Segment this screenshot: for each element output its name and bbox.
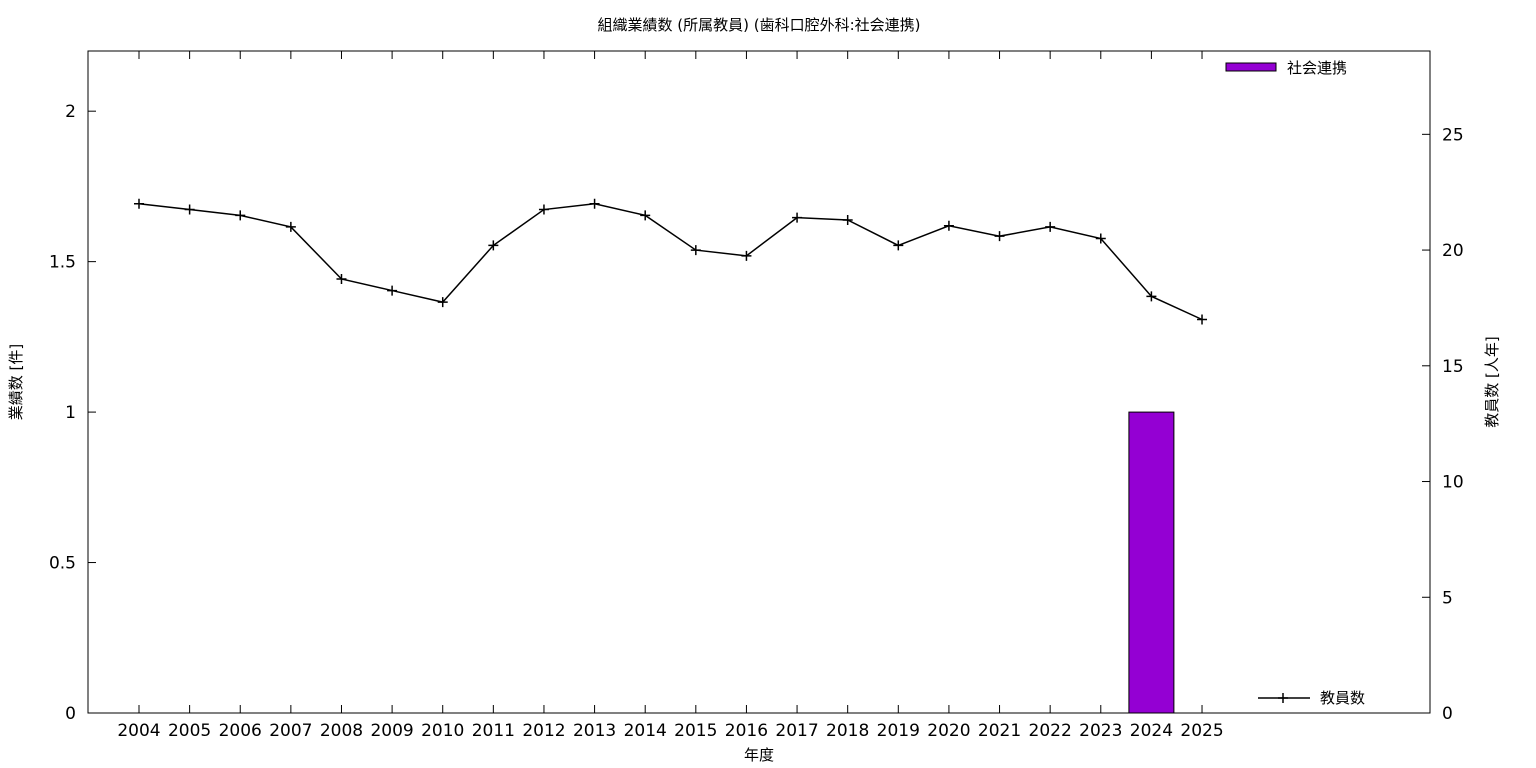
- y-left-tick-label: 0.5: [49, 554, 76, 574]
- x-tick-label: 2022: [1029, 721, 1072, 741]
- x-tick-label: 2025: [1180, 721, 1223, 741]
- legend-bar: 社会連携: [1225, 59, 1347, 77]
- y-left-tick-label: 1.5: [49, 253, 76, 273]
- x-tick-label: 2005: [168, 721, 211, 741]
- x-tick-label: 2011: [472, 721, 515, 741]
- line-point-2006: [235, 210, 246, 221]
- legend-line-marker: [1278, 693, 1288, 703]
- line-point-2010: [437, 297, 448, 308]
- x-tick-label: 2007: [269, 721, 312, 741]
- y-axis-label-right: 教員数 [人年]: [1483, 336, 1501, 427]
- line-point-2018: [842, 214, 853, 225]
- legend-line: 教員数: [1258, 689, 1365, 707]
- line-point-2020: [943, 220, 954, 231]
- plot-frame: [87, 50, 1431, 714]
- line-point-2024: [1146, 291, 1157, 302]
- x-tick-label: 2024: [1130, 721, 1173, 741]
- x-tick-label: 2017: [775, 721, 818, 741]
- line-point-2022: [1045, 221, 1056, 232]
- x-tick-label: 2013: [573, 721, 616, 741]
- x-tick-label: 2019: [877, 721, 920, 741]
- y-right-tick-label: 5: [1442, 588, 1453, 608]
- line-point-2017: [792, 212, 803, 223]
- line-point-2008: [336, 273, 347, 284]
- chart-title: 組織業績数 (所属教員) (歯科口腔外科:社会連携): [597, 16, 920, 34]
- y-right-tick-label: 25: [1442, 125, 1464, 145]
- y-right-tick-label: 20: [1442, 241, 1464, 261]
- line-point-2007: [285, 221, 296, 232]
- line-point-2023: [1095, 233, 1106, 244]
- line-point-2011: [488, 240, 499, 251]
- x-tick-label: 2006: [219, 721, 262, 741]
- line-point-2015: [690, 245, 701, 256]
- bar-2024: [1128, 411, 1175, 714]
- x-axis-label: 年度: [744, 746, 774, 764]
- x-tick-label: 2012: [522, 721, 565, 741]
- line-point-2019: [893, 240, 904, 251]
- x-tick-label: 2018: [826, 721, 869, 741]
- x-tick-label: 2016: [725, 721, 768, 741]
- legend-bar-label: 社会連携: [1287, 59, 1347, 77]
- x-tick-label: 2015: [674, 721, 717, 741]
- legend-bar-swatch: [1225, 62, 1277, 72]
- x-tick-label: 2014: [624, 721, 667, 741]
- legend-line-label: 教員数: [1320, 689, 1365, 707]
- line-series-faculty: [138, 203, 1203, 321]
- line-layer: [134, 198, 1208, 325]
- line-point-2012: [538, 204, 549, 215]
- line-point-2004: [134, 198, 144, 209]
- x-tick-label: 2021: [978, 721, 1021, 741]
- x-tick-label: 2010: [421, 721, 464, 741]
- line-point-2009: [387, 285, 398, 296]
- x-tick-label: 2004: [117, 721, 160, 741]
- x-tick-label: 2008: [320, 721, 363, 741]
- x-tick-label: 2009: [370, 721, 413, 741]
- line-point-2021: [994, 231, 1005, 242]
- y-right-tick-label: 15: [1442, 357, 1464, 377]
- x-tick-label: 2023: [1079, 721, 1122, 741]
- y-left-tick-label: 2: [65, 102, 76, 122]
- y-right-tick-label: 0: [1442, 704, 1453, 724]
- line-point-2014: [640, 210, 651, 221]
- line-point-2005: [184, 204, 195, 215]
- x-tick-label: 2020: [927, 721, 970, 741]
- y-axis-label-left: 業績数 [件]: [7, 344, 25, 420]
- y-left-tick-label: 1: [65, 403, 76, 423]
- y-right-tick-label: 10: [1442, 473, 1464, 493]
- line-point-2025: [1197, 314, 1208, 325]
- line-point-2016: [741, 250, 752, 261]
- line-point-2013: [589, 198, 600, 209]
- y-left-tick-label: 0: [65, 704, 76, 724]
- bars-layer: [1128, 411, 1175, 714]
